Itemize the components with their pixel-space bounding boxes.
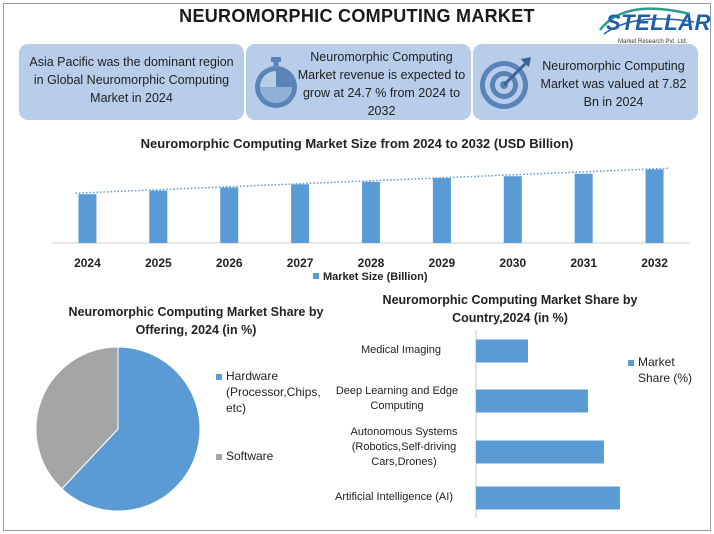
hbar-1 — [476, 440, 604, 464]
country-share-bar-chart — [475, 330, 620, 518]
insight-card-region-text: Asia Pacific was the dominant region in … — [29, 55, 234, 105]
x-tick-label-2031: 2031 — [570, 256, 597, 270]
market-size-chart-title: Neuromorphic Computing Market Size from … — [140, 136, 574, 151]
pie-slice-hardware — [61, 346, 201, 512]
x-tick-label-2026: 2026 — [216, 256, 243, 270]
target-icon — [480, 57, 531, 109]
insight-card-value-text: Neuromorphic Computing Market was valued… — [540, 59, 687, 109]
insight-card-value: Neuromorphic Computing Market was valued… — [473, 44, 698, 120]
x-tick-label-2032: 2032 — [641, 256, 668, 270]
legend-label-market-size: Market Size (Billion) — [323, 271, 428, 283]
bar-2028 — [362, 181, 380, 243]
country-share-chart-title: Neuromorphic Computing Market Share by C… — [382, 293, 638, 325]
insight-card-growth-text: Neuromorphic Computing Market revenue is… — [297, 50, 466, 118]
hbar-2 — [476, 389, 588, 413]
stopwatch-icon — [255, 57, 297, 108]
bar-2031 — [574, 173, 593, 243]
offering-share-pie-chart — [35, 346, 201, 512]
pie-slice-software — [35, 346, 119, 490]
logo-wordmark: STELLAR — [606, 10, 711, 35]
bar-2032 — [645, 169, 664, 243]
trendline — [75, 167, 669, 194]
x-tick-label-2027: 2027 — [287, 256, 314, 270]
bar-2024 — [78, 194, 97, 243]
legend-swatch-hardware — [216, 374, 222, 380]
x-tick-label-2024: 2024 — [74, 256, 101, 270]
bar-2029 — [432, 178, 451, 243]
legend-swatch-market-size — [313, 273, 319, 279]
legend-swatch-market-share — [628, 360, 634, 366]
insight-card-region: Asia Pacific was the dominant region in … — [19, 44, 244, 120]
logo-tagline: Market Research Pvt. Ltd. — [618, 39, 688, 45]
legend-label-market-share: Market Share (%) — [638, 355, 693, 385]
category-label-ai: Artificial Intelligence (AI) — [335, 491, 453, 503]
logo-swoosh-icon — [599, 7, 695, 35]
bar-2027 — [291, 184, 310, 243]
x-tick-label-2030: 2030 — [499, 256, 526, 270]
legend-swatch-software — [216, 454, 222, 460]
insight-card-growth: Neuromorphic Computing Market revenue is… — [246, 44, 471, 120]
infographic-frame — [3, 3, 711, 531]
category-label-medical-imaging: Medical Imaging — [360, 344, 442, 356]
bar-2025 — [149, 190, 168, 243]
market-size-chart: 2024 2025 2026 2027 2028 2029 2030 2031 2032 Mark… — [52, 167, 690, 283]
category-label-autonomous-systems: Autonomous Systems (Robotics,Self-drivin… — [350, 426, 458, 468]
category-label-deep-learning: Deep Learning and Edge Computing — [335, 385, 459, 412]
bar-2026 — [220, 187, 239, 243]
bar-2030 — [503, 176, 522, 243]
legend-label-software: Software — [226, 449, 274, 463]
stellar-logo: STELLAR Market Research Pvt. Ltd. — [594, 4, 710, 50]
hbar-0 — [476, 486, 620, 510]
x-tick-label-2028: 2028 — [358, 256, 385, 270]
hbar-3 — [476, 339, 528, 363]
x-tick-label-2029: 2029 — [429, 256, 456, 270]
offering-share-chart-title: Neuromorphic Computing Market Share by O… — [68, 305, 324, 337]
legend-label-hardware: Hardware (Processor,Chips, etc) — [226, 369, 321, 415]
page-title: NEUROMORPHIC COMPUTING MARKET — [179, 6, 535, 26]
x-tick-label-2025: 2025 — [145, 256, 172, 270]
